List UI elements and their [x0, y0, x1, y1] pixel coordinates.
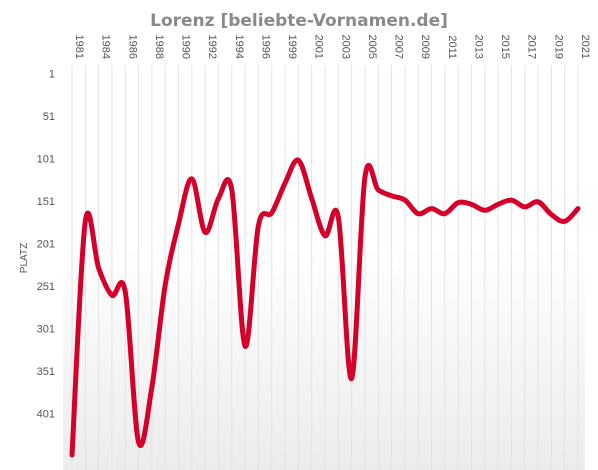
x-tick-label: 2013 [472, 35, 484, 59]
y-tick-label: 101 [37, 153, 55, 165]
series-line [69, 157, 581, 458]
x-tick-label: 2021 [579, 35, 591, 59]
y-tick-label: 301 [37, 323, 55, 335]
x-tick-label: 2005 [366, 35, 378, 59]
x-tick-label: 1981 [73, 35, 85, 59]
x-tick-label: 2003 [339, 35, 351, 59]
x-tick-label: 2017 [526, 35, 538, 59]
x-tick-label: 1994 [233, 35, 245, 59]
x-tick-label: 1990 [180, 35, 192, 59]
x-tick-label: 1986 [126, 35, 138, 59]
x-axis-ticks: 1981 1984 1986 1988 1990 1992 1994 1996 1999 2001… [73, 35, 591, 59]
y-tick-label: 351 [37, 366, 55, 378]
x-tick-label: 1999 [286, 35, 298, 59]
gridlines [71, 65, 579, 470]
y-tick-label: 251 [37, 281, 55, 293]
x-tick-label: 2015 [499, 35, 511, 59]
y-tick-label: 51 [43, 111, 55, 123]
x-tick-label: 2007 [393, 35, 405, 59]
y-tick-label: 201 [37, 238, 55, 250]
x-tick-label: 1988 [153, 35, 165, 59]
x-tick-label: 1984 [100, 35, 112, 59]
x-tick-label: 2009 [419, 35, 431, 59]
x-tick-label: 2011 [446, 35, 458, 59]
x-tick-label: 2019 [552, 35, 564, 59]
y-tick-label: 151 [37, 196, 55, 208]
x-tick-label: 1996 [259, 35, 271, 59]
y-tick-label: 401 [37, 408, 55, 420]
chart-title: Lorenz [beliebte-Vornamen.de] [150, 11, 448, 31]
plot-background [63, 65, 585, 470]
y-tick-label: 1 [49, 69, 55, 81]
x-tick-label: 2001 [313, 35, 325, 59]
x-tick-label: 1992 [206, 35, 218, 59]
series [69, 157, 581, 458]
y-axis-label: PLATZ [19, 243, 30, 273]
